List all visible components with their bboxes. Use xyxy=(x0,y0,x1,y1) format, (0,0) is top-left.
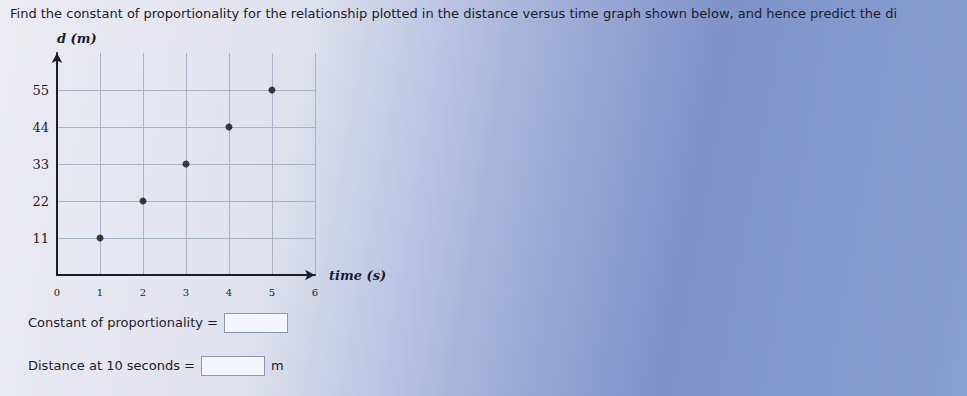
svg-text:44: 44 xyxy=(32,120,49,135)
html-text:Distance at 10 seconds =: Distance at 10 seconds = xyxy=(28,357,195,373)
svg-text:4: 4 xyxy=(226,287,232,298)
svg-text:11: 11 xyxy=(32,231,49,246)
svg-text:55: 55 xyxy=(32,83,49,98)
svg-text:2: 2 xyxy=(140,287,146,298)
svg-text:time (s): time (s) xyxy=(329,268,386,283)
svg-text:22: 22 xyxy=(32,194,49,209)
html-text:Constant of proportionality =: Constant of proportionality = xyxy=(28,314,218,330)
svg-text:1: 1 xyxy=(97,287,103,298)
svg-text:6: 6 xyxy=(312,287,318,298)
svg-text:3: 3 xyxy=(183,287,189,298)
html-text:Find the constant of proportio: Find the constant of proportionality for… xyxy=(10,6,897,21)
svg-text:33: 33 xyxy=(32,157,49,172)
svg-text:0: 0 xyxy=(54,287,60,298)
svg-text:5: 5 xyxy=(269,287,275,298)
svg-text:d (m): d (m) xyxy=(57,31,97,46)
html-text:m: m xyxy=(271,357,284,373)
